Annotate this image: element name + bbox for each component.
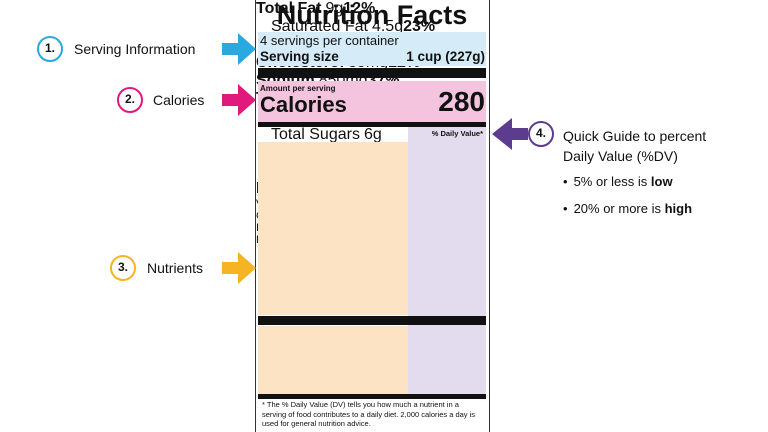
arrow bbox=[492, 118, 528, 150]
thick-bar bbox=[258, 316, 486, 325]
footnote: * The % Daily Value (DV) tells you how m… bbox=[262, 400, 476, 428]
guide-item: 5% or less is low bbox=[563, 174, 673, 189]
callout-number: 1. bbox=[37, 36, 63, 62]
serving-size-value: 1 cup (227g) bbox=[406, 49, 485, 64]
medium-bar bbox=[258, 122, 486, 127]
guide-item: 20% or more is high bbox=[563, 201, 692, 216]
nutrient-amount: 9g bbox=[325, 0, 344, 17]
nutrient-dv: 12% bbox=[343, 0, 376, 17]
nutrient-name: Saturated Fat bbox=[271, 18, 368, 35]
nutrition-label: Nutrition Facts 4 servings per container… bbox=[255, 0, 490, 432]
callout-text: Serving Information bbox=[74, 41, 196, 57]
nutrient-amount: 6g bbox=[363, 126, 382, 143]
callout-text: Quick Guide to percent Daily Value (%DV) bbox=[563, 128, 707, 164]
callout-number: 4. bbox=[528, 121, 554, 147]
dv-column bbox=[408, 127, 486, 395]
label-title: Nutrition Facts bbox=[276, 0, 468, 30]
calories-area bbox=[258, 81, 486, 122]
guide-text: 5% or less is bbox=[573, 174, 648, 189]
calories-label: Calories bbox=[260, 92, 347, 117]
serving-area bbox=[258, 32, 486, 66]
callout-number: 3. bbox=[110, 255, 136, 281]
nutrient-name: Total Sugars bbox=[271, 126, 360, 143]
serving-size-label: Serving size bbox=[260, 49, 339, 64]
thick-bar bbox=[258, 68, 486, 78]
arrow bbox=[222, 252, 256, 284]
guide-emphasis: high bbox=[664, 201, 693, 216]
callout-text: Nutrients bbox=[147, 260, 204, 276]
callout-text: Calories bbox=[153, 92, 205, 108]
servings: 4 servings per container bbox=[260, 33, 399, 48]
amount-per-serving: Amount per serving bbox=[260, 84, 336, 93]
callout-number: 2. bbox=[117, 87, 143, 113]
nutrient-row: Total Sugars 6g bbox=[256, 126, 489, 144]
dv-header: % Daily Value* bbox=[431, 129, 483, 138]
guide-text: 20% or more is bbox=[573, 201, 661, 216]
nutrient-row: Total Fat 9g12% bbox=[256, 0, 489, 18]
guide-emphasis: low bbox=[650, 174, 673, 189]
nutrient-amount: 4.5g bbox=[371, 18, 404, 35]
arrow bbox=[222, 33, 256, 65]
nutrient-row: Saturated Fat 4.5g23% bbox=[256, 18, 489, 36]
arrow bbox=[222, 84, 256, 116]
nutrient-dv: 23% bbox=[403, 18, 436, 35]
medium-bar bbox=[258, 394, 486, 399]
calories-value: 280 bbox=[438, 86, 485, 117]
nutrient-name: Total Fat bbox=[256, 0, 322, 17]
